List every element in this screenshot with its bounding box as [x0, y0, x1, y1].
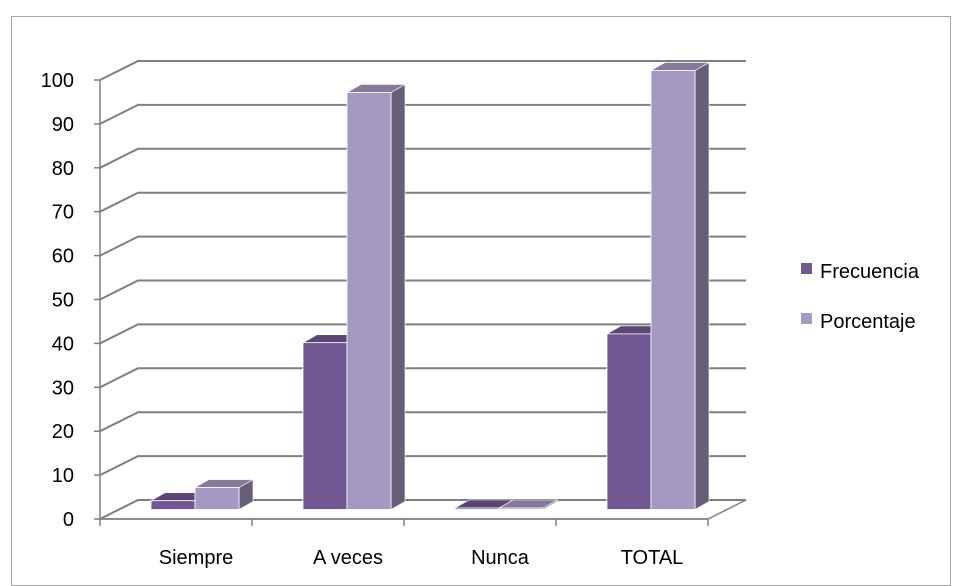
y-tick-label: 60 [52, 246, 74, 268]
y-axis-tick-labels: 0 10 20 30 40 50 60 70 80 90 100 [41, 70, 74, 531]
gridline [99, 60, 746, 81]
bar-front-face [498, 507, 544, 510]
gridline [99, 235, 746, 257]
legend-label: Porcentaje [820, 311, 916, 333]
bars [149, 61, 711, 511]
bar [497, 499, 559, 511]
x-tick-label: TOTAL [621, 547, 684, 569]
bar-side-face [694, 61, 710, 511]
y-tick-label: 30 [52, 377, 74, 399]
chart-frame [11, 16, 951, 586]
legend: Frecuencia Porcentaje [801, 261, 920, 333]
x-tick-label: A veces [313, 547, 383, 569]
gridline [99, 411, 746, 433]
gridlines [99, 60, 746, 520]
y-tick-label: 20 [52, 421, 74, 443]
y-tick-label: 80 [52, 158, 74, 180]
bar-front-face [194, 487, 240, 510]
gridline [99, 191, 746, 213]
x-axis-tick-labels: Siempre A veces Nunca TOTAL [159, 547, 684, 569]
y-tick-label: 50 [52, 290, 74, 312]
y-tick-label: 70 [52, 202, 74, 224]
legend-swatch [801, 313, 812, 324]
y-tick-label: 100 [41, 70, 74, 92]
bar-front-face [606, 333, 652, 510]
y-tick-label: 90 [52, 114, 74, 136]
bar-front-face [454, 507, 500, 510]
bar [649, 61, 711, 511]
gridline [99, 279, 746, 301]
bar-front-face [650, 70, 696, 510]
gridline [99, 147, 746, 169]
bar-front-face [150, 500, 196, 510]
y-tick-label: 40 [52, 333, 74, 355]
gridline [99, 103, 746, 125]
axes [94, 79, 709, 526]
legend-label: Frecuencia [820, 261, 920, 283]
gridline [99, 455, 746, 476]
bar-front-face [302, 342, 348, 510]
bar-front-face [346, 92, 392, 510]
y-tick-label: 10 [52, 465, 74, 487]
gridline [99, 323, 746, 345]
x-tick-label: Nunca [471, 547, 530, 569]
bar [193, 479, 255, 511]
legend-swatch [801, 263, 812, 274]
y-tick-label: 0 [63, 509, 74, 531]
bar-side-face [390, 83, 406, 511]
x-tick-label: Siempre [159, 547, 233, 569]
bar [345, 83, 407, 511]
gridline [99, 367, 746, 389]
